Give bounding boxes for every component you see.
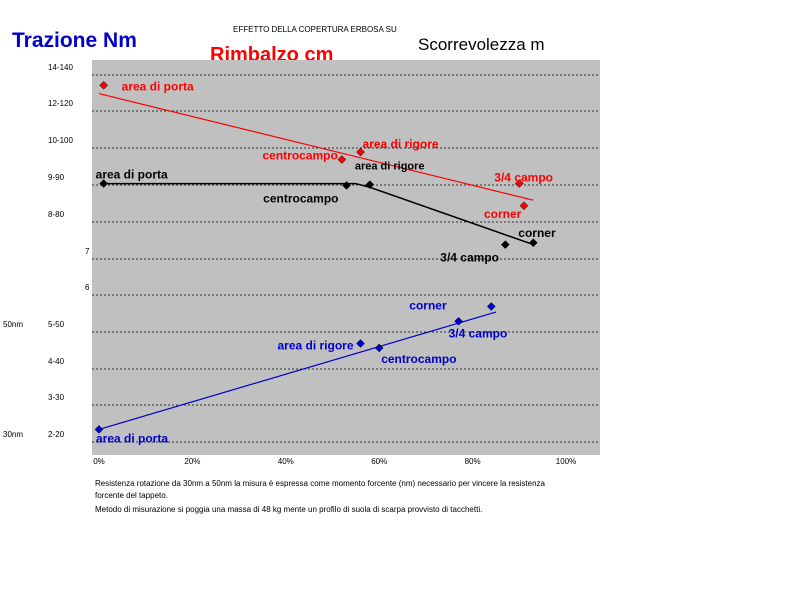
rimbalzo-point <box>514 179 524 188</box>
x-tick-label: 20% <box>184 457 200 466</box>
y-tick-label: 8-80 <box>48 210 65 219</box>
y-tick-label: 3-30 <box>48 393 65 402</box>
scorrevolezza-point <box>528 238 538 248</box>
rimbalzo-point-label: 3/4 campo <box>494 171 553 185</box>
scorrevolezza-point <box>99 179 109 188</box>
trazione-point-label: area di rigore <box>277 339 353 353</box>
y-tick-label: 5-50 <box>48 320 65 329</box>
x-tick-label: 0% <box>93 457 105 466</box>
rimbalzo-point-label: centrocampo <box>262 149 337 163</box>
scorrevolezza-point <box>342 181 351 190</box>
y-tick-label: 9-90 <box>48 173 65 182</box>
note-line-2: forcente del tappeto. <box>95 491 168 500</box>
y-tick-label: 7 <box>85 247 90 256</box>
y-tick-label: 12-120 <box>48 99 73 108</box>
note-line-1: Resistenza rotazione da 30nm a 50nm la m… <box>95 479 545 488</box>
rimbalzo-point-label: corner <box>484 207 522 221</box>
x-tick-label: 100% <box>556 457 576 466</box>
y-tick-label: 2-20 <box>48 430 65 439</box>
scorrevolezza-title: Scorrevolezza m <box>418 35 545 54</box>
trazione-point-label: area di porta <box>96 431 168 445</box>
rimbalzo-point-label: area di rigore <box>363 137 439 151</box>
y-left-label: 30nm <box>3 430 23 439</box>
rimbalzo-point <box>99 80 109 90</box>
scorrevolezza-point <box>365 180 375 190</box>
trazione-title: Trazione Nm <box>12 29 137 52</box>
y-tick-label: 4-40 <box>48 357 65 366</box>
trazione-point-label: centrocampo <box>381 352 456 366</box>
trazione-point <box>486 302 496 311</box>
scorrevolezza-point-label: area di rigore <box>355 161 425 173</box>
x-tick-label: 60% <box>371 457 387 466</box>
scorrevolezza-point-label: centrocampo <box>263 191 338 205</box>
y-left-label: 50nm <box>3 320 23 329</box>
scorrevolezza-point-label: area di porta <box>96 168 168 182</box>
x-tick-label: 80% <box>465 457 481 466</box>
trazione-point <box>374 343 384 353</box>
rimbalzo-trend-line <box>98 93 534 201</box>
y-tick-label: 14-140 <box>48 63 73 72</box>
trazione-point <box>356 339 365 348</box>
trazione-point-label: corner <box>409 299 447 313</box>
x-tick-label: 40% <box>278 457 294 466</box>
scorrevolezza-point-label: 3/4 campo <box>440 251 499 265</box>
scorrevolezza-trend-line <box>103 182 534 246</box>
trazione-point <box>94 425 104 434</box>
y-tick-label: 10-100 <box>48 136 73 145</box>
chart-top-title: EFFETTO DELLA COPERTURA ERBOSA SU <box>233 25 397 34</box>
note-line-3: Metodo di misurazione si poggia una mass… <box>95 505 483 514</box>
scorrevolezza-point-label: corner <box>518 226 556 240</box>
trazione-point-label: 3/4 campo <box>449 326 508 340</box>
rimbalzo-point-label: area di porta <box>122 79 194 93</box>
rimbalzo-point <box>356 147 365 157</box>
plot-area <box>92 60 600 455</box>
rimbalzo-point <box>337 155 347 164</box>
scorrevolezza-point <box>500 240 510 249</box>
trazione-trend-line <box>98 311 497 430</box>
trazione-point <box>454 316 463 326</box>
rimbalzo-point <box>519 201 529 211</box>
y-tick-label: 6 <box>85 283 90 292</box>
